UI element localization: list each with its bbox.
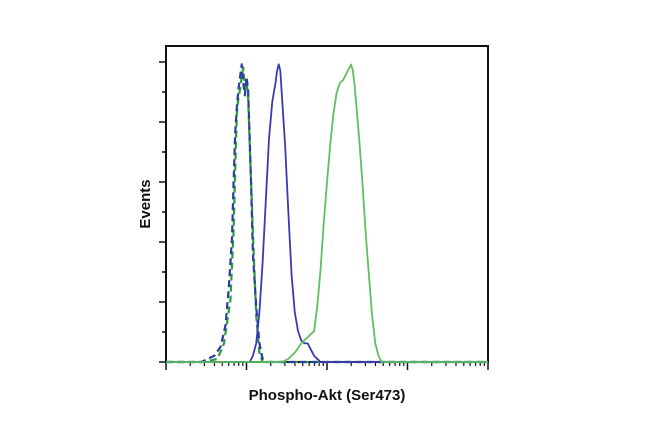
histogram-series-1 [166,66,488,364]
y-axis-ticks [159,61,166,363]
x-axis-title: Phospho-Akt (Ser473) [249,387,406,404]
series-layer [166,63,488,364]
histogram-series-4 [166,63,488,363]
y-axis-title: Events [137,179,154,228]
histogram-series-2 [166,63,488,364]
plot-frame [165,45,489,363]
x-axis-ticks [165,362,489,370]
histogram-series-3 [166,63,488,363]
